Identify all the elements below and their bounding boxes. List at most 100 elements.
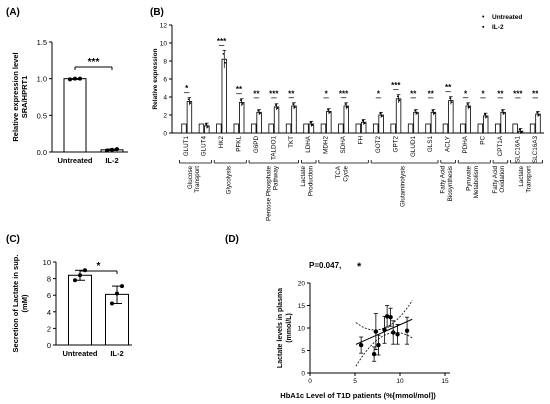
panel-b-y-tick-label: 10: [160, 41, 168, 48]
panel-b-group-label-line: Transport: [194, 166, 201, 193]
panel-b-data-point: [276, 107, 279, 110]
panel-c-y-label: Secretion of Lactate in sup.(mM): [11, 255, 29, 353]
panel-b-bar-il2: [500, 111, 506, 134]
panel-b-bar-untreated: [268, 123, 274, 134]
panel-b-gene-label: GLS1: [427, 136, 434, 153]
panel-b-gene-label: MDH2: [323, 136, 330, 154]
panel-b-data-point: [362, 119, 364, 122]
panel-c-y-tick-label: 0: [47, 341, 51, 350]
panel-b-data-point: [274, 104, 277, 106]
panel-b-data-point: [503, 112, 505, 115]
panel-b-gene-label: PFKL: [236, 136, 243, 152]
panel-b-significance-label: ***: [391, 81, 401, 90]
panel-b-legend-marker-untreated: •: [482, 14, 485, 21]
panel-b-significance-label: *: [377, 89, 381, 98]
panel-c-data-point: [115, 291, 119, 296]
panel-b-data-point: [222, 52, 225, 55]
panel-b-significance-label: **: [497, 89, 504, 98]
panel-b-gene-label: CPT1A: [497, 135, 504, 156]
panel-d-y-label-line: Lactate levels in plasma: [277, 288, 284, 368]
panel-b-bar-untreated: [198, 123, 205, 134]
panel-a-data-point: [105, 148, 109, 153]
panel-b-y-label: Relative expression: [152, 48, 159, 109]
panel-b-data-point: [518, 128, 521, 131]
panel-b-gene-label: GLUD1: [410, 136, 417, 157]
panel-b-data-point: [484, 113, 486, 116]
panel-b-data-point: [450, 101, 453, 104]
panel-d-data-point: [376, 342, 381, 348]
panel-b-legend-marker-il2: ▪: [482, 24, 485, 31]
panel-b-data-point: [468, 106, 470, 109]
panel-a-bar: [63, 78, 87, 153]
panel-b-significance-label: ***: [513, 89, 523, 98]
panel-b-gene-label: GLUT1: [183, 136, 190, 157]
panel-b-data-point: [449, 97, 451, 100]
panel-b-significance-label: *: [185, 84, 189, 93]
panel-d: 0 5 10 15 20 0 5 10 15 Lactate levels in plasma (m…: [277, 261, 450, 400]
panel-d-annotation-star: *: [357, 261, 362, 273]
panel-d-confidence-upper: [355, 300, 413, 331]
panel-a-y-label: Relative expression levelSRA/HPRT1: [11, 52, 29, 141]
panel-c-y-label-line: (mM): [20, 294, 29, 312]
panel-a-y-label-line: SRA/HPRT1: [20, 76, 29, 119]
panel-b-group-label-line: Fatty Acid: [492, 166, 499, 194]
panel-b-data-point: [431, 109, 434, 112]
panel-b-bar-untreated: [285, 123, 292, 134]
panel-b-data-point: [537, 114, 540, 117]
panel-d-x-tick-label: 0: [308, 378, 312, 385]
panel-b-group-label: GlucoseTransport: [187, 166, 201, 193]
panel-b-group-label-line: Oxidation: [499, 166, 506, 193]
panel-b-data-point: [344, 103, 347, 105]
panel-b-gene-label: PC: [480, 136, 487, 145]
panel-b-data-point: [259, 112, 261, 115]
panel-b-gene-label: G6PD: [253, 136, 260, 154]
panel-b-data-point: [293, 106, 296, 109]
panel-b-gene-label: HK2: [218, 136, 225, 149]
panel-b-significance-label: **: [236, 85, 243, 94]
panel-b-data-point: [415, 112, 418, 115]
panel-b-data-point: [328, 111, 331, 114]
panel-d-data-point: [391, 330, 396, 335]
panel-b-gene-label: GPT2: [392, 136, 399, 153]
panel-d-y-label: Lactate levels in plasma (mmol/L): [277, 288, 293, 368]
panel-b-gene-label: FH: [358, 136, 365, 145]
panel-b-data-point: [466, 103, 469, 105]
panel-label-d: (D): [225, 234, 239, 245]
panel-b-significance-label: **: [532, 89, 539, 98]
panel-b-group-label-line: Pentose Phosphate: [265, 166, 272, 221]
panel-b-bar-untreated: [477, 123, 483, 134]
panel-b-group-label: Fatty AcidBiosynthesis: [440, 166, 454, 202]
panel-a-significance-label: ***: [88, 57, 100, 68]
panel-b-data-point: [292, 103, 295, 105]
panel-b-group-label-line: Pathway: [273, 165, 280, 190]
panel-b-gene-label: GLUT4: [201, 136, 208, 157]
panel-b-y-tick-label: 12: [160, 23, 168, 30]
panel-a-category-label: Untreated: [57, 156, 92, 165]
panel-b-bar-il2: [238, 102, 245, 134]
panel-b-significance-label: **: [445, 83, 452, 92]
panel-c-data-point: [83, 268, 87, 273]
panel-b-bar-il2: [430, 111, 437, 134]
panel-b-significance-label: ***: [217, 37, 227, 46]
panel-b-data-point: [311, 124, 314, 126]
panel-b-bar-untreated: [303, 123, 309, 134]
panel-b-bar-untreated: [529, 123, 536, 134]
panel-b-significance-label: ***: [269, 89, 279, 98]
panel-b-gene-label: GOT2: [375, 136, 382, 154]
panel-b-y-tick-label: 8: [163, 59, 167, 66]
panel-d-y-tick-label: 20: [298, 281, 306, 288]
panel-b-significance-label: *: [325, 89, 329, 98]
panel-d-data-point: [371, 351, 377, 357]
panel-b-data-point: [224, 61, 226, 64]
panel-d-data-point: [395, 332, 400, 337]
panel-b-data-point: [379, 112, 382, 115]
panel-a-data-point: [78, 76, 82, 81]
panel-b: 0 2 4 6 8 10 12 Relative expression * GLUT1 GLUT4 *…: [152, 14, 544, 221]
panel-c-y-tick-label: 8: [47, 275, 51, 284]
panel-b-gene-label: PDHA: [462, 135, 469, 153]
panel-a-y-tick-label: 1.0: [37, 75, 47, 84]
panel-c-y-tick-label: 6: [47, 291, 51, 300]
panel-b-significance-label: *: [481, 89, 485, 98]
panel-b-gene-label: TALDO1: [270, 136, 277, 161]
panel-b-group-label: Fatty AcidOxidation: [492, 166, 506, 194]
